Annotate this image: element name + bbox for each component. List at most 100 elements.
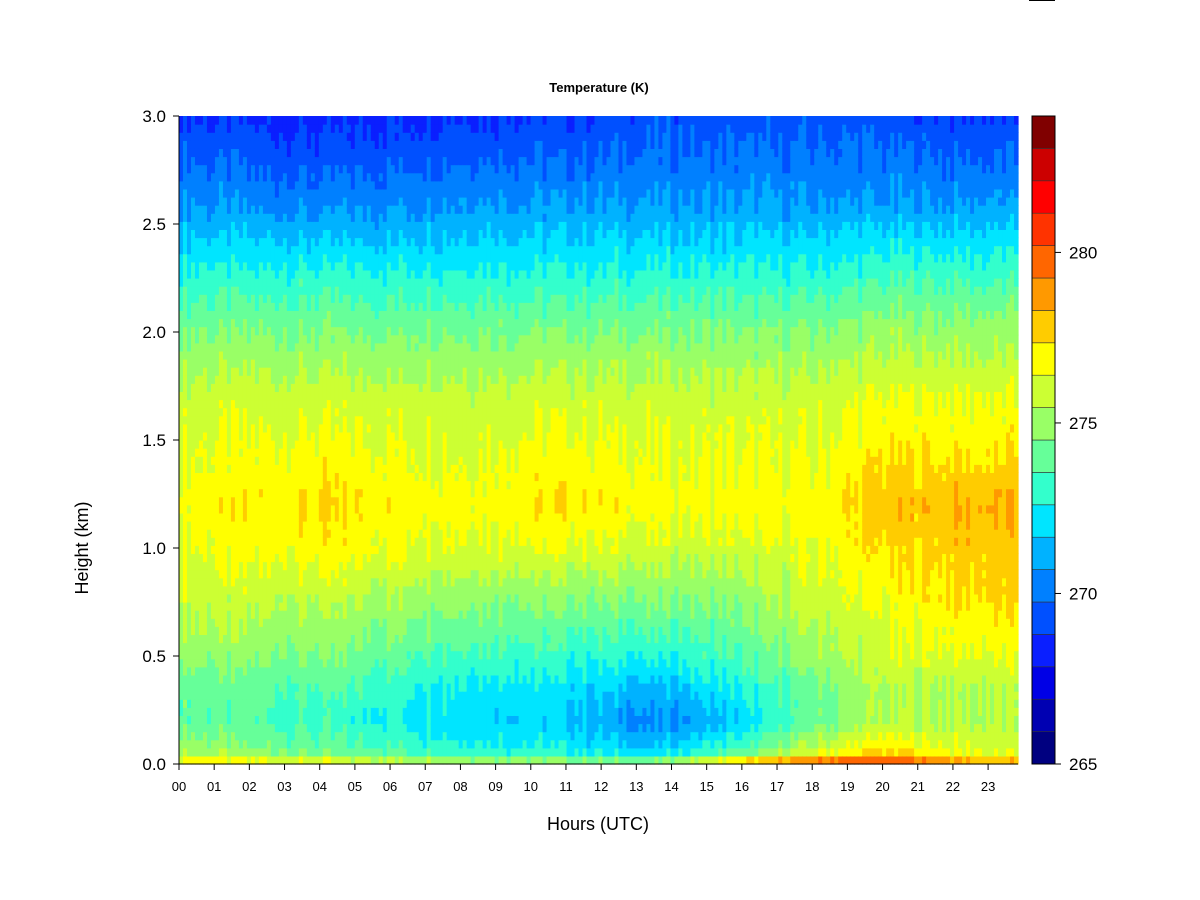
heatmap-cell: [195, 140, 200, 149]
heatmap-cell: [323, 432, 328, 441]
heatmap-cell: [287, 286, 292, 295]
heatmap-cell: [287, 748, 292, 757]
heatmap-cell: [283, 513, 288, 522]
heatmap-cell: [403, 529, 408, 538]
heatmap-cell: [275, 221, 280, 230]
heatmap-cell: [343, 570, 348, 579]
heatmap-cell: [355, 254, 360, 263]
heatmap-cell: [303, 602, 308, 611]
heatmap-cell: [299, 724, 304, 733]
heatmap-cell: [259, 391, 264, 400]
heatmap-cell: [391, 594, 396, 603]
heatmap-cell: [219, 432, 224, 441]
heatmap-cell: [215, 124, 220, 133]
heatmap-cell: [423, 124, 428, 133]
heatmap-cell: [367, 213, 372, 222]
heatmap-cell: [299, 286, 304, 295]
heatmap-cell: [307, 707, 312, 716]
heatmap-cell: [419, 602, 424, 611]
heatmap-cell: [251, 391, 256, 400]
heatmap-cell: [391, 456, 396, 465]
heatmap-cell: [243, 675, 248, 684]
heatmap-cell: [275, 537, 280, 546]
heatmap-cell: [311, 464, 316, 473]
heatmap-cell: [363, 651, 368, 660]
heatmap-cell: [243, 189, 248, 198]
heatmap-cell: [247, 505, 252, 514]
heatmap-cell: [411, 181, 416, 190]
heatmap-cell: [411, 570, 416, 579]
heatmap-cell: [203, 343, 208, 352]
heatmap-cell: [243, 618, 248, 627]
heatmap-cell: [195, 440, 200, 449]
heatmap-cell: [255, 157, 260, 166]
heatmap-cell: [211, 286, 216, 295]
heatmap-cell: [411, 254, 416, 263]
heatmap-cell: [267, 391, 272, 400]
heatmap-cell: [195, 464, 200, 473]
heatmap-cell: [275, 521, 280, 530]
heatmap-cell: [235, 472, 240, 481]
heatmap-cell: [335, 383, 340, 392]
heatmap-cell: [407, 513, 412, 522]
heatmap-cell: [271, 634, 276, 643]
heatmap-cell: [191, 748, 196, 757]
heatmap-cell: [243, 278, 248, 287]
heatmap-cell: [191, 278, 196, 287]
heatmap-cell: [335, 707, 340, 716]
heatmap-cell: [399, 489, 404, 498]
heatmap-cell: [235, 553, 240, 562]
heatmap-cell: [247, 359, 252, 368]
heatmap-cell: [391, 383, 396, 392]
heatmap-cell: [187, 416, 192, 425]
heatmap-cell: [303, 513, 308, 522]
heatmap-cell: [211, 521, 216, 530]
heatmap-cell: [251, 570, 256, 579]
heatmap-cell: [199, 400, 204, 409]
heatmap-cell: [391, 262, 396, 271]
heatmap-cell: [339, 140, 344, 149]
heatmap-cell: [399, 610, 404, 619]
heatmap-cell: [223, 724, 228, 733]
heatmap-cell: [383, 448, 388, 457]
heatmap-cell: [251, 400, 256, 409]
heatmap-cell: [383, 213, 388, 222]
heatmap-cell: [335, 116, 340, 125]
heatmap-cell: [287, 140, 292, 149]
heatmap-cell: [355, 246, 360, 255]
heatmap-cell: [319, 740, 324, 749]
heatmap-cell: [187, 618, 192, 627]
heatmap-cell: [207, 205, 212, 214]
heatmap-cell: [227, 173, 232, 182]
heatmap-cell: [299, 675, 304, 684]
heatmap-cell: [203, 294, 208, 303]
heatmap-cell: [387, 456, 392, 465]
heatmap-cell: [355, 327, 360, 336]
heatmap-cell: [191, 124, 196, 133]
heatmap-cell: [307, 448, 312, 457]
heatmap-cell: [343, 497, 348, 506]
heatmap-cell: [227, 529, 232, 538]
heatmap-cell: [199, 343, 204, 352]
heatmap-cell: [307, 286, 312, 295]
heatmap-cell: [319, 132, 324, 141]
heatmap-cell: [395, 173, 400, 182]
heatmap-cell: [411, 116, 416, 125]
heatmap-cell: [407, 626, 412, 635]
heatmap-cell: [371, 683, 376, 692]
heatmap-cell: [227, 756, 232, 765]
heatmap-cell: [215, 699, 220, 708]
heatmap-cell: [367, 262, 372, 271]
heatmap-cell: [335, 521, 340, 530]
heatmap-cell: [211, 367, 216, 376]
heatmap-cell: [355, 732, 360, 741]
heatmap-cell: [223, 124, 228, 133]
heatmap-cell: [407, 602, 412, 611]
heatmap-cell: [215, 416, 220, 425]
heatmap-cell: [179, 375, 184, 384]
heatmap-cell: [391, 618, 396, 627]
heatmap-cell: [327, 594, 332, 603]
heatmap-cell: [275, 732, 280, 741]
heatmap-cell: [399, 205, 404, 214]
heatmap-cell: [335, 529, 340, 538]
